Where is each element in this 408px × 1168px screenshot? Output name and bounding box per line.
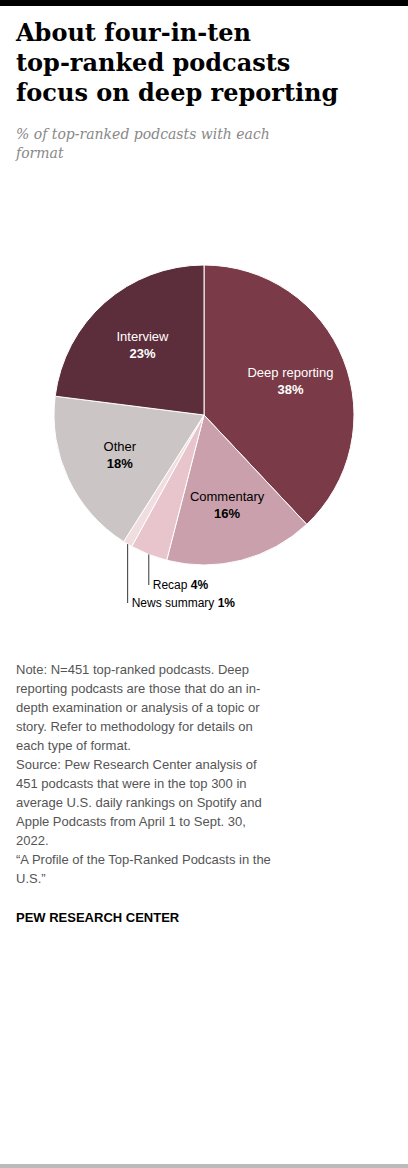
html-text:focus on deep reporting: focus on deep reporting bbox=[16, 78, 339, 107]
svg-text:News summary 1%: News summary 1% bbox=[132, 596, 236, 610]
html-text:story. Refer to methodology fo: story. Refer to methodology for details … bbox=[16, 719, 253, 734]
html-text:format: format bbox=[16, 145, 64, 161]
html-text:451 podcasts that were in the: 451 podcasts that were in the top 300 in bbox=[16, 776, 247, 791]
svg-text:Other18%: Other18% bbox=[104, 439, 137, 471]
html-text:reporting podcasts are those t: reporting podcasts are those that do an … bbox=[16, 681, 261, 696]
html-text:% of top-ranked podcasts with: % of top-ranked podcasts with each bbox=[16, 126, 270, 142]
svg-text:Interview23%: Interview23% bbox=[116, 329, 169, 361]
html-text:U.S.”: U.S.” bbox=[16, 871, 46, 886]
svg-text:Recap 4%: Recap 4% bbox=[153, 578, 209, 592]
html-text:average U.S. daily rankings on: average U.S. daily rankings on Spotify a… bbox=[16, 795, 262, 810]
html-text:each type of format.: each type of format. bbox=[16, 738, 131, 753]
html-text:PEW RESEARCH CENTER: PEW RESEARCH CENTER bbox=[16, 910, 180, 925]
html-text:depth examination or analysis: depth examination or analysis of a topic… bbox=[16, 700, 260, 715]
html-text:2022.: 2022. bbox=[16, 833, 49, 848]
html-text:Note: N=451 top-ranked podcast: Note: N=451 top-ranked podcasts. Deep bbox=[16, 662, 250, 677]
html-text:About four-in-ten: About four-in-ten bbox=[16, 18, 251, 47]
html-text:top-ranked podcasts: top-ranked podcasts bbox=[16, 48, 291, 77]
html-text:“A Profile of the Top-Ranked P: “A Profile of the Top-Ranked Podcasts in… bbox=[16, 852, 271, 867]
html-text:Source: Pew Research Center an: Source: Pew Research Center analysis of bbox=[16, 757, 257, 772]
svg-text:Deep reporting38%: Deep reporting38% bbox=[247, 365, 333, 397]
svg-text:Commentary16%: Commentary16% bbox=[190, 489, 265, 521]
html-text:Apple Podcasts from April 1 to: Apple Podcasts from April 1 to Sept. 30, bbox=[16, 814, 246, 829]
